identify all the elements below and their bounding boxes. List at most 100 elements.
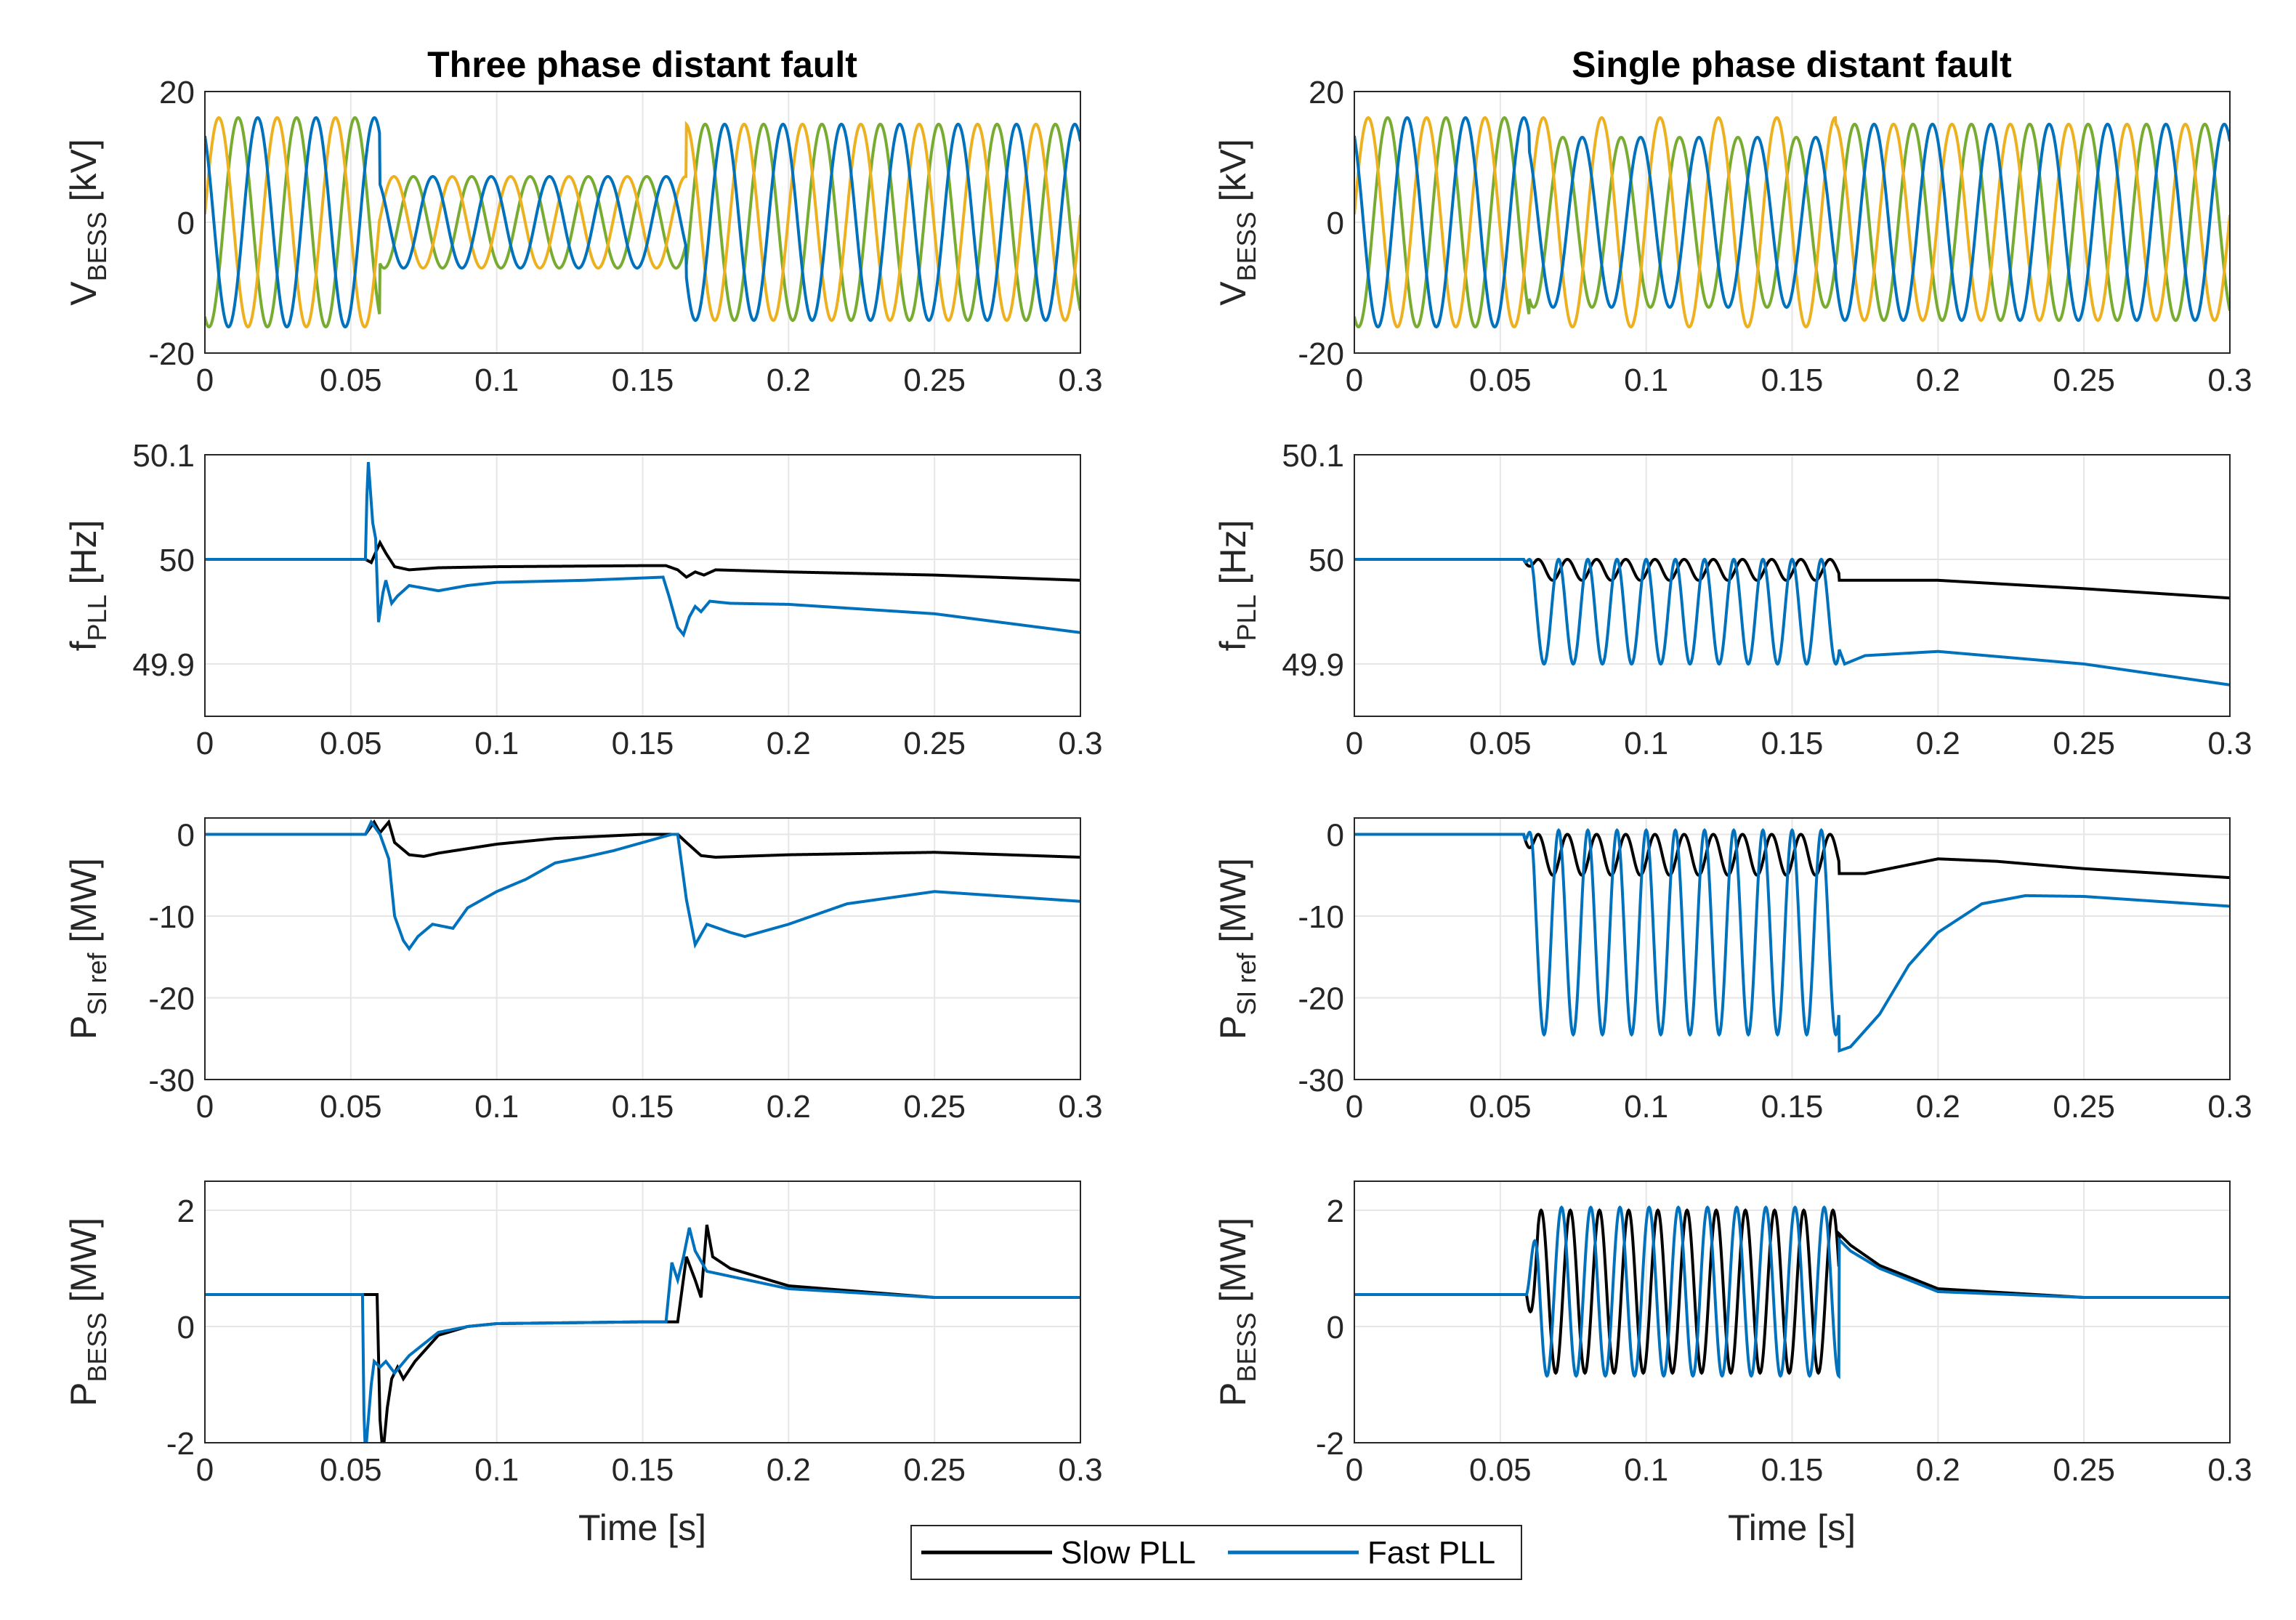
x-tick-label: 0.3 — [2207, 363, 2252, 398]
y-axis-label: fPLL [Hz] — [1213, 520, 1261, 652]
y-axis-label: PBESS [MW] — [63, 1218, 112, 1406]
y-axis-label-sub: BESS — [1232, 1313, 1261, 1382]
axes-box — [1354, 1180, 2231, 1443]
x-tick-label: 0.05 — [320, 1089, 382, 1125]
x-tick-label: 0.3 — [1058, 363, 1102, 398]
y-tick-label: 0 — [177, 206, 195, 241]
y-axis-label-main: V — [1213, 281, 1253, 306]
y-tick-label: -20 — [148, 336, 195, 372]
x-tick-label: 0.1 — [474, 1452, 519, 1488]
x-tick-label: 0.1 — [474, 726, 519, 761]
y-tick-label: 0 — [177, 818, 195, 854]
y-tick-label: 0 — [1327, 206, 1344, 241]
x-tick-label: 0.2 — [1916, 363, 1960, 398]
y-axis-label-unit: [Hz] — [63, 520, 104, 595]
y-tick-label: 0 — [1327, 818, 1344, 854]
y-tick-label: 2 — [1327, 1194, 1344, 1229]
x-tick-label: 0.15 — [612, 1452, 674, 1488]
y-tick-label: -20 — [1298, 981, 1344, 1017]
x-tick-label: 0.15 — [1761, 726, 1824, 761]
x-tick-label: 0.3 — [2207, 1452, 2252, 1488]
legend-slow-label: Slow PLL — [1061, 1535, 1196, 1571]
y-axis-label-sub: PLL — [1232, 594, 1261, 641]
panel-fpll-three: 0 0.05 0.1 0.15 0.2 0.25 0.3 49.9 50 50.1 fPLL [Hz… — [63, 438, 1103, 761]
y-axis-label: VBESS [kV] — [63, 139, 112, 305]
x-tick-label: 0.15 — [612, 1089, 674, 1125]
x-tick-label: 0.2 — [1916, 1089, 1960, 1125]
x-tick-label: 0 — [1346, 363, 1363, 398]
y-axis-label-main: f — [63, 641, 104, 651]
y-tick-label: 20 — [159, 75, 195, 110]
x-tick-label: 0.25 — [903, 1452, 966, 1488]
y-axis-label-main: P — [1213, 1016, 1253, 1040]
x-tick-label: 0.1 — [1624, 1452, 1668, 1488]
y-tick-label: 2 — [177, 1194, 195, 1229]
axes-box — [204, 91, 1081, 354]
y-axis-label-unit: [MW] — [1213, 858, 1253, 953]
y-tick-label: 0 — [177, 1310, 195, 1345]
series-group — [1354, 827, 2230, 1053]
x-tick-label: 0 — [196, 363, 214, 398]
y-tick-label: -10 — [148, 899, 195, 935]
x-tick-label: 0.05 — [320, 1452, 382, 1488]
panel-psi-three: 0 0.05 0.1 0.15 0.2 0.25 0.3 -30 -20 -10 0 PSI ref … — [63, 817, 1103, 1125]
x-tick-label: 0.25 — [903, 363, 966, 398]
x-axis-label-left: Time [s] — [578, 1507, 706, 1548]
y-axis-label-main: P — [1213, 1382, 1253, 1406]
x-axis-label-right: Time [s] — [1728, 1507, 1856, 1548]
column-title-three-phase: Three phase distant fault — [427, 44, 857, 85]
x-tick-label: 0.15 — [1761, 1089, 1824, 1125]
fast-pll-line — [1354, 557, 2230, 687]
legend: Slow PLL Fast PLL — [910, 1525, 1522, 1580]
y-axis-label-main: P — [63, 1016, 104, 1040]
fast-pll-line — [205, 461, 1080, 638]
x-tick-label: 0 — [196, 1452, 214, 1488]
x-tick-label: 0.3 — [1058, 1452, 1102, 1488]
y-axis-label-unit: [MW] — [63, 1218, 104, 1313]
x-tick-label: 0.25 — [2053, 363, 2115, 398]
y-tick-label: -20 — [1298, 336, 1344, 372]
x-tick-label: 0.25 — [903, 1089, 966, 1125]
y-axis-label-unit: [kV] — [63, 139, 104, 211]
x-tick-label: 0.05 — [1469, 726, 1532, 761]
y-tick-label: 50.1 — [1282, 438, 1344, 474]
x-tick-label: 0.2 — [767, 726, 811, 761]
panel-fpll-single: 0 0.05 0.1 0.15 0.2 0.25 0.3 49.9 50 50.1 fPLL [Hz… — [1213, 438, 2252, 761]
x-tick-label: 0 — [1346, 726, 1363, 761]
series-group — [205, 116, 1080, 328]
series-group — [1354, 116, 2230, 328]
series-group — [205, 1224, 1080, 1443]
y-axis-label-sub: SI ref — [1232, 952, 1261, 1016]
y-tick-label: -2 — [1316, 1426, 1344, 1462]
fast-pll-line — [205, 819, 1080, 952]
y-tick-label: 49.9 — [1282, 647, 1344, 683]
y-axis-label: VBESS [kV] — [1213, 139, 1261, 305]
y-tick-label: -30 — [148, 1063, 195, 1098]
y-tick-label: -30 — [1298, 1063, 1344, 1098]
axes-box — [204, 1180, 1081, 1443]
y-axis-label-sub: PLL — [82, 594, 112, 641]
x-tick-label: 0 — [1346, 1452, 1363, 1488]
y-tick-label: -10 — [1298, 899, 1344, 935]
x-tick-label: 0.05 — [1469, 1452, 1532, 1488]
x-tick-label: 0.15 — [612, 363, 674, 398]
axes-box — [1354, 817, 2231, 1080]
x-tick-label: 0.2 — [767, 363, 811, 398]
x-tick-label: 0.1 — [474, 1089, 519, 1125]
x-tick-label: 0 — [196, 726, 214, 761]
y-tick-label: 20 — [1309, 75, 1344, 110]
series-group — [1354, 557, 2230, 687]
voltage-phase-3-line — [1354, 116, 2230, 328]
x-tick-label: 0.2 — [767, 1089, 811, 1125]
y-axis-label-main: f — [1213, 641, 1253, 651]
x-tick-label: 0 — [196, 1089, 214, 1125]
voltage-phase-1-line — [205, 116, 1080, 328]
voltage-phase-2-line — [205, 116, 1080, 328]
axes-box — [204, 454, 1081, 717]
